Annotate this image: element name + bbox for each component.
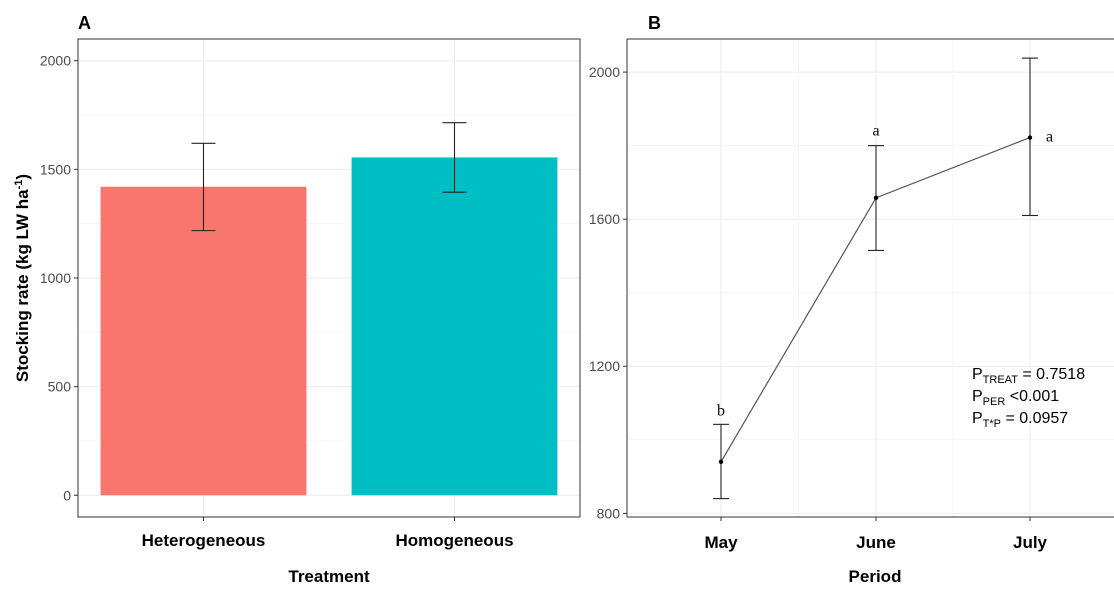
stat-p: P [972,388,983,405]
y-axis-title-close: ) [13,174,32,180]
y-tick-label: 0 [63,487,71,503]
y-axis-title-superscript: -1 [13,180,25,190]
significance-letter: a [872,123,879,140]
panel-b-x-axis-title: Period [849,567,902,586]
panel-a: A 0 500 1000 1500 2000 Heterogeneous Homogene… [13,13,581,586]
y-tick-label: 1600 [589,211,620,227]
stat-p: P [972,410,983,427]
panel-b: B b a a 800 1200 1600 2000 May June July Period… [589,13,1114,586]
stat-value: <0.001 [1005,388,1059,405]
stat-line: PT*P = 0.0957 [972,410,1068,430]
stat-value: = 0.0957 [1001,410,1068,427]
panel-a-x-ticks: Heterogeneous Homogeneous [142,517,514,550]
stat-line: PPER <0.001 [972,388,1059,408]
panel-a-y-ticks: 0 500 1000 1500 2000 [40,53,78,503]
x-tick-label: June [856,533,896,552]
panel-b-points [718,135,1033,465]
stat-p: P [972,366,983,383]
y-tick-label: 2000 [40,53,71,69]
y-axis-title-main: Stocking rate (kg LW ha [13,189,32,382]
panel-b-grid [627,39,1114,517]
panel-a-bars [100,157,558,496]
y-tick-label: 1200 [589,358,620,374]
y-tick-label: 800 [597,505,621,521]
y-tick-label: 500 [48,379,72,395]
panel-b-frame [626,38,1114,518]
data-point-june [873,195,879,201]
panel-a-error-bars [191,122,467,232]
panel-b-letters: b a a [717,123,1053,420]
x-tick-label: May [704,533,738,552]
stat-line: PTREAT = 0.7518 [972,366,1085,386]
data-point-july [1027,135,1033,140]
y-tick-label: 1000 [40,270,71,286]
panel-a-x-axis-title: Treatment [288,567,370,586]
significance-letter: b [717,402,725,419]
bar-homogeneous [351,157,558,496]
stat-subscript: TREAT [983,374,1019,386]
panel-a-label: A [78,13,91,33]
x-tick-label: July [1013,533,1048,552]
y-tick-label: 1500 [40,161,71,177]
bar-heterogeneous [100,186,307,496]
panel-a-y-axis-title: Stocking rate (kg LW ha-1) [13,174,32,382]
x-tick-label: Heterogeneous [142,531,266,550]
y-tick-label: 2000 [589,64,620,80]
stat-subscript: PER [983,396,1006,408]
stat-value: = 0.7518 [1018,366,1085,383]
x-tick-label: Homogeneous [395,531,513,550]
stat-subscript: T*P [983,418,1001,430]
panel-b-label: B [648,13,661,33]
panel-b-y-ticks: 800 1200 1600 2000 [589,64,627,521]
data-point-may [718,459,724,465]
panel-b-x-ticks: May June July [704,517,1048,552]
significance-letter: a [1046,129,1053,146]
